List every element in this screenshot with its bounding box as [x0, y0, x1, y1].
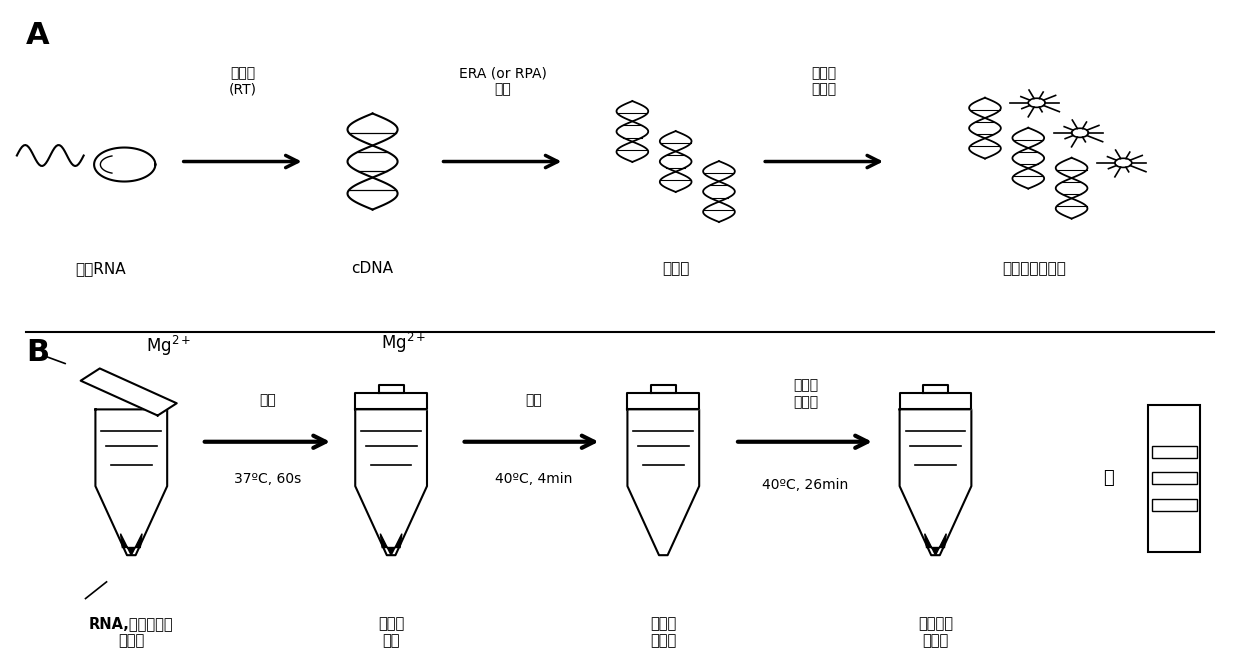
Text: 超灵敏现
场检测: 超灵敏现 场检测	[918, 616, 954, 648]
Text: Mg$^{2+}$: Mg$^{2+}$	[146, 334, 191, 358]
Polygon shape	[100, 156, 112, 173]
Polygon shape	[94, 147, 155, 182]
Polygon shape	[95, 409, 167, 555]
Polygon shape	[925, 534, 946, 555]
Text: cDNA: cDNA	[352, 261, 393, 276]
Text: 单个RNA: 单个RNA	[76, 261, 125, 276]
Bar	[1152, 472, 1197, 484]
Text: 逆转录
反应: 逆转录 反应	[378, 616, 404, 648]
Text: 探针与
核酸酶: 探针与 核酸酶	[811, 66, 837, 96]
Polygon shape	[381, 534, 402, 555]
Polygon shape	[899, 393, 971, 409]
Text: 扩增子: 扩增子	[662, 261, 689, 276]
Polygon shape	[923, 385, 949, 393]
Text: 离心: 离心	[525, 393, 542, 407]
Text: B: B	[26, 338, 50, 367]
Polygon shape	[627, 409, 699, 555]
Polygon shape	[120, 534, 143, 555]
Polygon shape	[899, 409, 971, 555]
Polygon shape	[355, 409, 427, 555]
Text: ERA (or RPA)
反应: ERA (or RPA) 反应	[459, 66, 547, 96]
Text: 可检测的扩增子: 可检测的扩增子	[1002, 261, 1066, 276]
Polygon shape	[81, 369, 177, 415]
Text: Mg$^{2+}$: Mg$^{2+}$	[381, 331, 427, 355]
Text: 或: 或	[1104, 470, 1114, 488]
Bar	[1152, 499, 1197, 511]
Text: 40ºC, 4min: 40ºC, 4min	[495, 472, 572, 486]
Text: 激活和
预反应: 激活和 预反应	[650, 616, 677, 648]
Text: 40ºC, 26min: 40ºC, 26min	[763, 478, 848, 492]
Bar	[1148, 405, 1200, 552]
Text: 盖管: 盖管	[259, 393, 275, 407]
Text: 逆转录
(RT): 逆转录 (RT)	[228, 66, 257, 96]
Text: RNA,酶、引物、
探针等: RNA,酶、引物、 探针等	[89, 616, 174, 648]
Bar	[1152, 446, 1197, 458]
Polygon shape	[627, 393, 699, 409]
Polygon shape	[651, 385, 676, 393]
Text: A: A	[26, 21, 50, 50]
Text: 振荡后
再离心: 振荡后 再离心	[794, 379, 818, 409]
Polygon shape	[355, 393, 427, 409]
Polygon shape	[378, 385, 404, 393]
Text: 37ºC, 60s: 37ºC, 60s	[234, 472, 301, 486]
